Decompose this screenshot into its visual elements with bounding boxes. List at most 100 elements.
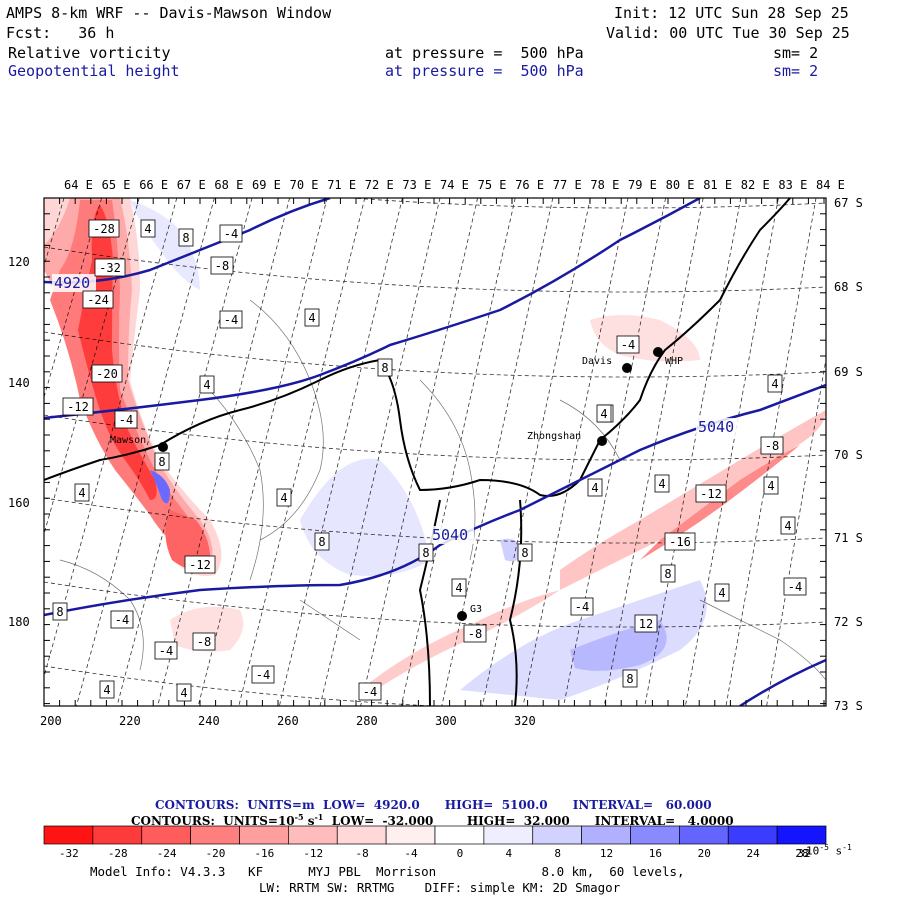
station-label: Mawson	[110, 435, 146, 446]
grid-col-label: 240	[198, 714, 220, 728]
colorbar-tick: -28	[107, 847, 128, 860]
lon-label: 69 E	[252, 178, 281, 192]
meridian-line	[563, 198, 666, 706]
vorticity-label-box	[695, 484, 727, 503]
vorticity-label-box	[304, 308, 320, 327]
lon-label: 81 E	[703, 178, 732, 192]
vorticity-label: 8	[626, 672, 633, 686]
meridian-line	[197, 198, 328, 706]
station-marker	[653, 347, 663, 357]
vorticity-label-box	[616, 335, 640, 354]
vorticity-label-box	[82, 290, 114, 309]
vorticity-label-box	[358, 682, 382, 701]
meridian-line	[76, 198, 215, 706]
vorticity-label-box	[184, 555, 216, 574]
colorbar-swatch	[239, 825, 289, 845]
vorticity-label: -8	[197, 635, 211, 649]
init-time: Init: 12 UTC Sun 28 Sep 25	[614, 4, 849, 22]
meridian-line	[522, 198, 629, 706]
vorticity-label: -16	[669, 535, 691, 549]
meridian-line	[766, 356, 826, 706]
meridian-line	[157, 198, 290, 706]
vorticity-label: -32	[99, 261, 121, 275]
vorticity-label: 4	[718, 586, 725, 600]
vorticity-label-box	[660, 564, 676, 583]
colorbar-swatch	[581, 825, 631, 845]
colorbar-swatch	[385, 825, 436, 845]
vorticity-label-box	[654, 474, 670, 493]
lon-label: 68 E	[214, 178, 243, 192]
vorticity-label-box	[587, 478, 603, 497]
lat-label: 70 S	[834, 448, 863, 462]
latlon-grid	[44, 198, 826, 706]
meridian-line	[116, 198, 253, 706]
colorbar-swatch	[679, 825, 729, 845]
colorbar-tick: 4	[505, 847, 513, 860]
meridian-line	[482, 198, 591, 706]
colorbar-tick: 8	[554, 847, 561, 860]
meridian-line	[725, 198, 817, 706]
colorbar-tick: 28	[795, 847, 809, 860]
vorticity-label-box	[74, 483, 90, 502]
vorticity-label-box	[114, 410, 138, 429]
colorbar-tick: 12	[599, 847, 614, 860]
vorticity-label-box	[517, 543, 533, 562]
vorticity-label: -4	[224, 227, 238, 241]
height-label-bg	[696, 418, 740, 436]
grid-col-label: 200	[40, 714, 62, 728]
vorticity-contour-info: CONTOURS: UNITS=10-5 s-1 LOW= -32.000 HI…	[131, 812, 734, 828]
vorticity-label: -4	[224, 313, 238, 327]
lon-label: 77 E	[553, 178, 582, 192]
lon-label: 80 E	[666, 178, 695, 192]
grid-row-label: 140	[8, 376, 30, 390]
model-info-line-2: LW: RRTM SW: RRTMG DIFF: simple KM: 2D S…	[259, 880, 621, 895]
model-info-line-1: Model Info: V4.3.3 KF MYJ PBL Morrison 8…	[90, 864, 685, 879]
forecast-hour: Fcst: 36 h	[6, 24, 115, 42]
height-contour-info: CONTOURS: UNITS=m LOW= 4920.0 HIGH= 5100…	[155, 798, 712, 812]
vorticity-label: 4	[180, 686, 187, 700]
lon-label: 72 E	[365, 178, 394, 192]
meridian-line	[685, 198, 779, 706]
station-label: WHP	[665, 356, 683, 367]
vorticity-label: -4	[575, 600, 589, 614]
vorticity-label-box	[110, 610, 134, 629]
colorbar-swatch	[434, 825, 485, 845]
lon-label: 67 E	[177, 178, 206, 192]
height-contour-label: 4920	[54, 274, 90, 292]
vorticity-label-box	[178, 228, 194, 247]
lat-label: 72 S	[834, 615, 863, 629]
colorbar-tick: -16	[254, 847, 275, 860]
vorticity-label: -12	[189, 558, 211, 572]
vorticity-label: 4	[455, 581, 462, 595]
vorticity-label: -4	[115, 613, 129, 627]
vorticity-label: 4	[144, 222, 151, 236]
vorticity-label: 12	[639, 617, 653, 631]
meridian-line	[360, 198, 478, 706]
vorticity-label-box	[463, 624, 487, 643]
station-label: Davis	[582, 356, 612, 367]
grid-col-label: 260	[277, 714, 299, 728]
colorbar-swatch	[630, 825, 680, 845]
lon-label: 65 E	[102, 178, 131, 192]
vorticity-label-box	[780, 516, 796, 535]
colorbar-tick: 24	[746, 847, 760, 860]
vorticity-label: -4	[363, 685, 377, 699]
lat-label: 73 S	[834, 699, 863, 713]
grid-row-label: 120	[8, 255, 30, 269]
vorticity-label: -8	[765, 439, 779, 453]
parallel-line	[44, 331, 826, 378]
colorbar-swatch	[483, 825, 534, 845]
map-frame	[43, 197, 827, 707]
meridian-line	[644, 198, 742, 706]
colorbar-swatch	[532, 825, 582, 845]
colorbar-swatch	[336, 825, 387, 845]
colorbar-tick: 0	[456, 847, 464, 860]
vorticity-label: -4	[256, 668, 270, 682]
vorticity-label-box	[199, 375, 215, 394]
meridian-line	[238, 198, 366, 706]
vorticity-label-box	[418, 543, 434, 562]
height-label-bg	[52, 274, 96, 292]
valid-time: Valid: 00 UTC Tue 30 Sep 25	[606, 24, 850, 42]
vorticity-label: 4	[591, 481, 598, 495]
